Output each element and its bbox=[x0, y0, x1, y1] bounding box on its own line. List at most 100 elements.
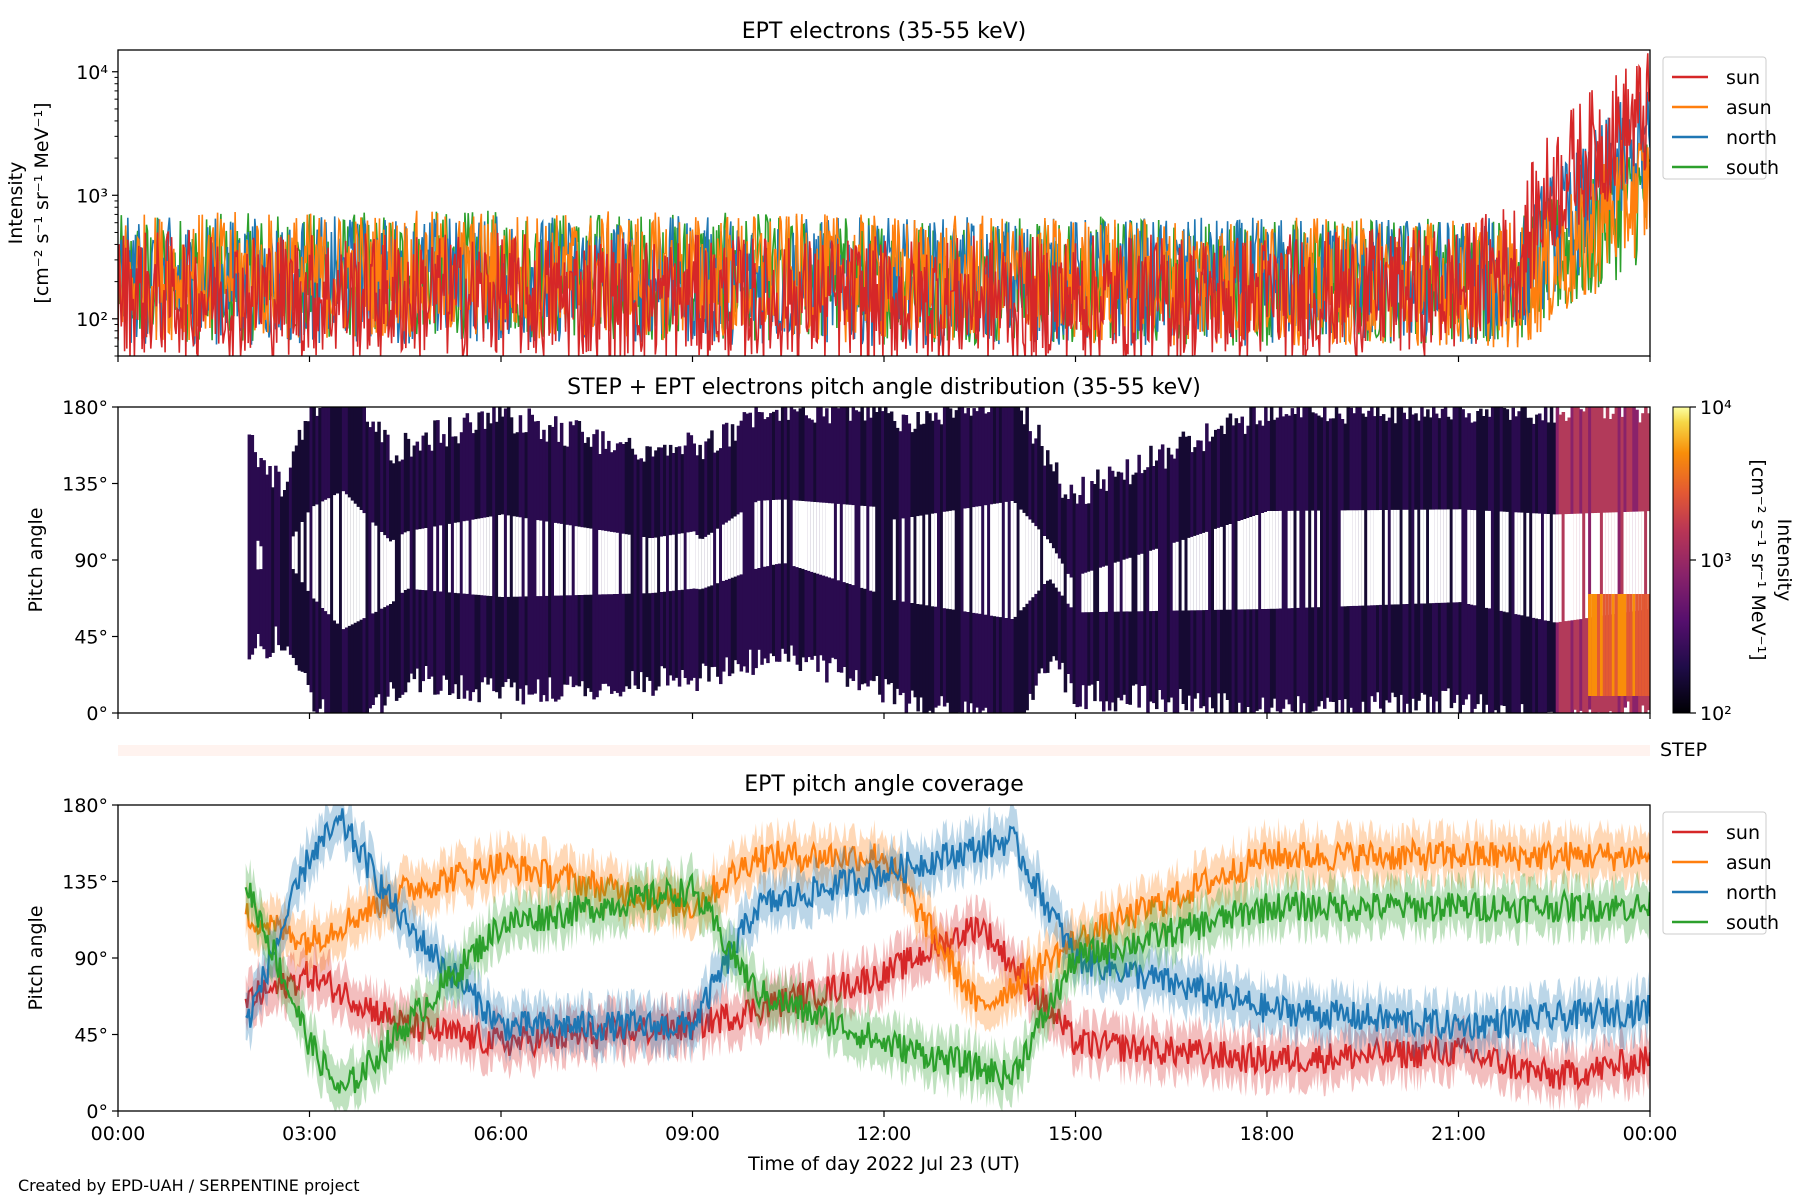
panel3-x-ticks: 00:00 03:00 06:00 09:00 12:00 15:00 18:00 21:00… bbox=[91, 1111, 1677, 1145]
heatmap-column bbox=[981, 407, 985, 711]
heatmap-gap bbox=[1116, 561, 1121, 612]
heatmap-gap bbox=[863, 506, 867, 589]
heatmap-gap bbox=[1099, 567, 1103, 612]
heatmap-column bbox=[274, 465, 278, 627]
heatmap-gap bbox=[716, 528, 720, 584]
heatmap-gap bbox=[1361, 510, 1365, 606]
heatmap-column bbox=[265, 474, 269, 659]
heatmap-gap bbox=[1046, 539, 1050, 581]
legend-label-south: south bbox=[1726, 157, 1779, 179]
heatmap-gap bbox=[512, 516, 517, 597]
heatmap-gap bbox=[651, 538, 655, 593]
heatmap-gap bbox=[704, 536, 708, 588]
heatmap-gap bbox=[1060, 563, 1065, 596]
heatmap-gap bbox=[792, 500, 797, 567]
ytick-label: 10² bbox=[76, 309, 108, 331]
heatmap-gap bbox=[1275, 511, 1280, 609]
heatmap-column bbox=[895, 427, 900, 689]
heatmap-gap bbox=[642, 537, 646, 594]
heatmap-gap bbox=[1555, 514, 1560, 623]
heatmap-column bbox=[1075, 503, 1079, 708]
heatmap-gap bbox=[403, 532, 408, 590]
heatmap-gap bbox=[934, 513, 938, 607]
heatmap-column-hot bbox=[1626, 594, 1630, 696]
heatmap-gap bbox=[1219, 526, 1224, 610]
heatmap-gap bbox=[1066, 573, 1071, 604]
heatmap-column bbox=[786, 419, 791, 662]
heatmap-gap bbox=[615, 532, 620, 594]
heatmap-gap bbox=[1446, 509, 1451, 603]
heatmap-gap bbox=[1635, 511, 1639, 612]
heatmap-gap bbox=[1432, 509, 1436, 604]
heatmap-gap bbox=[1290, 510, 1295, 609]
heatmap-gap bbox=[536, 520, 540, 597]
heatmap-gap bbox=[1367, 510, 1371, 606]
heatmap-column bbox=[1143, 469, 1147, 686]
heatmap-gap bbox=[565, 524, 570, 596]
heatmap-gap bbox=[380, 532, 384, 609]
heatmap-column bbox=[878, 407, 882, 695]
heatmap-gap bbox=[804, 501, 808, 570]
heatmap-column-hot bbox=[1641, 594, 1645, 696]
heatmap-gap bbox=[1081, 573, 1085, 613]
heatmap-gap bbox=[668, 535, 673, 592]
heatmap-column-hot bbox=[1605, 594, 1610, 696]
heatmap-column bbox=[551, 426, 555, 699]
heatmap-gap bbox=[910, 517, 914, 603]
heatmap-column bbox=[527, 408, 531, 695]
heatmap-gap bbox=[580, 527, 584, 595]
heatmap-column bbox=[1302, 407, 1306, 704]
heatmap-column bbox=[884, 407, 888, 680]
ytick-label: 10⁴ bbox=[76, 62, 108, 84]
colorbar-label: Intensity bbox=[1773, 519, 1795, 602]
heatmap-gap bbox=[1597, 512, 1601, 617]
heatmap-gap bbox=[1390, 509, 1395, 605]
heatmap-gap bbox=[1570, 513, 1574, 621]
heatmap-column bbox=[1166, 447, 1171, 703]
heatmap-gap bbox=[336, 493, 340, 624]
heatmap-gap bbox=[722, 524, 726, 581]
heatmap-column bbox=[1561, 412, 1566, 713]
heatmap-gap bbox=[1090, 570, 1094, 613]
heatmap-column bbox=[1490, 407, 1495, 713]
heatmap-gap bbox=[754, 502, 758, 569]
heatmap-gap bbox=[1632, 511, 1636, 612]
heatmap-gap bbox=[362, 513, 366, 619]
heatmap-gap bbox=[860, 505, 864, 588]
heatmap-column bbox=[1399, 407, 1404, 695]
heatmap-gap bbox=[1054, 553, 1059, 588]
heatmap-gap bbox=[1437, 509, 1442, 603]
heatmap-gap bbox=[948, 510, 953, 610]
heatmap-gap bbox=[327, 498, 331, 615]
heatmap-gap bbox=[1538, 513, 1542, 620]
heatmap-gap bbox=[294, 531, 299, 574]
heatmap-column-hot bbox=[1614, 594, 1619, 696]
heatmap-column bbox=[595, 429, 599, 698]
heatmap-gap bbox=[486, 517, 490, 596]
heatmap-gap bbox=[386, 538, 390, 606]
heatmap-gap bbox=[869, 506, 873, 591]
heatmap-gap bbox=[501, 514, 505, 597]
heatmap-gap bbox=[1264, 512, 1268, 609]
series-line-south bbox=[244, 872, 1650, 1094]
heatmap-gap bbox=[775, 499, 779, 565]
panel3-xlabel: Time of day 2022 Jul 23 (UT) bbox=[747, 1153, 1020, 1175]
heatmap-gap bbox=[607, 531, 611, 595]
heatmap-gap bbox=[392, 539, 396, 602]
step-label: STEP bbox=[1660, 739, 1707, 761]
heatmap-gap bbox=[1240, 520, 1244, 610]
heatmap-gap bbox=[984, 505, 988, 615]
heatmap-gap bbox=[1402, 509, 1406, 605]
heatmap-gap bbox=[1037, 529, 1041, 591]
heatmap-gap bbox=[1520, 512, 1524, 616]
heatmap-column bbox=[1323, 407, 1327, 709]
heatmap-column bbox=[1320, 417, 1324, 702]
heatmap-gap bbox=[816, 502, 820, 574]
panel1-y-ticks: 10² 10³ 10⁴ bbox=[76, 62, 118, 357]
heatmap-gap bbox=[312, 506, 316, 599]
heatmap-column bbox=[1160, 444, 1165, 700]
heatmap-gap bbox=[1311, 510, 1315, 608]
heatmap-gap bbox=[259, 546, 263, 570]
heatmap-gap bbox=[1552, 514, 1557, 623]
heatmap-gap bbox=[1349, 510, 1353, 606]
